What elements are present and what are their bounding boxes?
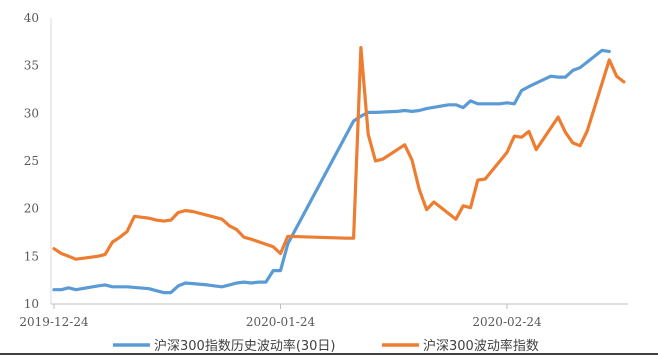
- legend: 沪深300指数历史波动率(30日) 沪深300波动率指数: [113, 338, 539, 354]
- x-tick-label: 2020-01-24: [246, 315, 316, 329]
- y-tick-label: 40: [24, 11, 39, 25]
- axes-layer: 10 15 20 25 30 35 40 2019-12-24 2020-01-24 2020-0…: [19, 11, 628, 329]
- y-tick-label: 15: [24, 249, 39, 263]
- series-layer: [52, 45, 626, 295]
- y-tick-label: 10: [24, 297, 39, 311]
- y-tick-label: 25: [24, 154, 39, 168]
- x-tick-label: 2020-02-24: [472, 315, 542, 329]
- legend-label: 沪深300指数历史波动率(30日): [154, 338, 336, 354]
- series-line-historical-volatility: [52, 48, 611, 295]
- y-tick-label: 35: [24, 59, 39, 73]
- y-tick-label: 20: [24, 202, 39, 216]
- x-tick-label: 2019-12-24: [19, 315, 89, 329]
- legend-label: 沪深300波动率指数: [423, 338, 539, 354]
- series-line-volatility-index: [52, 45, 626, 261]
- y-tick-label: 30: [24, 106, 39, 120]
